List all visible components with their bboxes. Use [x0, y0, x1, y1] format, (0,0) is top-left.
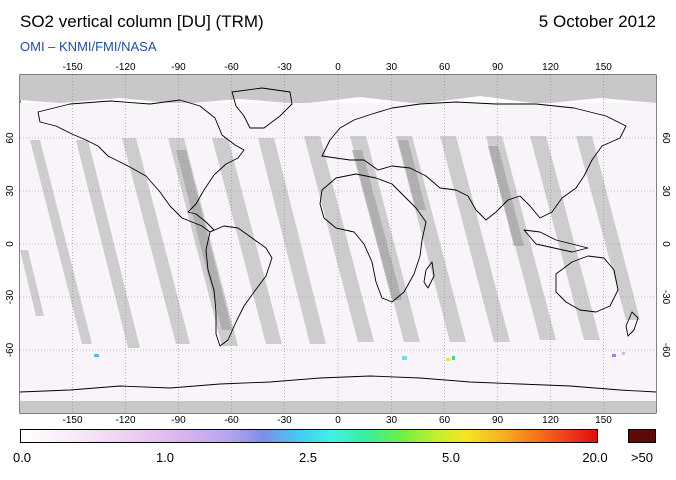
lon-tick-bottom: -30	[277, 415, 292, 426]
lon-tick-top: -120	[115, 62, 136, 73]
lat-tick-left: 0	[5, 241, 16, 247]
lon-tick-bottom: 150	[595, 415, 612, 426]
colorbar-label: 0.0	[12, 450, 32, 465]
coastlines	[19, 87, 657, 393]
north-america-coast	[37, 99, 245, 233]
high-value-speckles	[94, 352, 625, 361]
lon-tick-bottom: 30	[385, 415, 398, 426]
lon-tick-bottom: -150	[62, 415, 83, 426]
lat-tick-left: 60	[5, 132, 16, 144]
lon-tick-top: 0	[335, 62, 341, 73]
lat-tick-right: -30	[660, 289, 671, 305]
swath-gap	[20, 250, 44, 316]
arctic-no-data	[20, 75, 656, 104]
lon-tick-bottom: -60	[224, 415, 239, 426]
swath-core	[176, 150, 232, 330]
lon-tick-bottom: 60	[438, 415, 451, 426]
europe-asia-coast	[321, 101, 627, 221]
map-title: SO2 vertical column [DU] (TRM)	[20, 12, 264, 31]
lon-tick-bottom: 120	[542, 415, 559, 426]
data-credit: OMI – KNMI/FMI/NASA	[20, 39, 157, 54]
map-date: 5 October 2012	[538, 12, 656, 31]
lat-tick-left: -60	[5, 342, 16, 358]
lon-tick-top: -30	[277, 62, 292, 73]
australia-coast	[555, 255, 619, 313]
lon-tick-top: 30	[385, 62, 398, 73]
lon-tick-bottom: 0	[335, 415, 341, 426]
swath-core	[398, 140, 426, 210]
lat-tick-left: -30	[5, 289, 16, 305]
lat-tick-right: 60	[660, 132, 671, 144]
swath-gap	[122, 138, 190, 344]
indonesia-coast	[523, 229, 589, 253]
lon-tick-top: 150	[595, 62, 612, 73]
graticule	[20, 75, 656, 413]
lon-tick-top: -150	[62, 62, 83, 73]
colorbar-overflow-label: >50	[630, 450, 654, 465]
lon-tick-top: 60	[438, 62, 451, 73]
lon-tick-top: -90	[171, 62, 186, 73]
colorbar-label: 1.0	[155, 450, 175, 465]
lat-tick-right: 0	[660, 241, 671, 247]
swath-gap	[576, 136, 640, 320]
speckle	[446, 358, 450, 361]
swath-gap	[530, 136, 600, 340]
lon-tick-bottom: -90	[171, 415, 186, 426]
africa-coast	[319, 173, 427, 303]
speckle	[452, 356, 455, 360]
lon-tick-bottom: -120	[115, 415, 136, 426]
lat-tick-left: 30	[5, 185, 16, 197]
madagascar-coast	[423, 261, 435, 289]
swath-gap	[212, 138, 282, 344]
colorbar-label: 2.5	[298, 450, 318, 465]
speckle	[402, 356, 407, 360]
lat-tick-right: -60	[660, 342, 671, 358]
swath-core	[488, 146, 524, 246]
speckle	[622, 352, 625, 355]
antarctic-no-data	[20, 401, 656, 413]
speckle	[612, 354, 616, 357]
swath-gap	[440, 136, 510, 342]
lon-tick-top: 90	[491, 62, 504, 73]
swath-cores	[176, 140, 524, 330]
new-zealand-coast	[625, 311, 639, 337]
colorbar-label: 5.0	[441, 450, 461, 465]
so2-map	[19, 74, 657, 414]
swath-gap	[304, 136, 374, 342]
colorbar-label: 20.0	[582, 450, 608, 465]
lat-tick-right: 30	[660, 185, 671, 197]
lon-tick-top: 120	[542, 62, 559, 73]
lon-tick-bottom: 90	[491, 415, 504, 426]
swath-gap	[30, 140, 92, 344]
colorbar	[20, 429, 598, 443]
swath-core	[352, 150, 402, 300]
lon-tick-top: -60	[224, 62, 239, 73]
colorbar-overflow-swatch	[628, 429, 656, 443]
greenland-coast	[231, 87, 293, 129]
south-america-coast	[205, 225, 273, 347]
antarctica-coast	[19, 375, 657, 393]
swath-gap	[76, 140, 140, 348]
swath-gap	[258, 138, 326, 344]
speckle	[94, 354, 99, 357]
